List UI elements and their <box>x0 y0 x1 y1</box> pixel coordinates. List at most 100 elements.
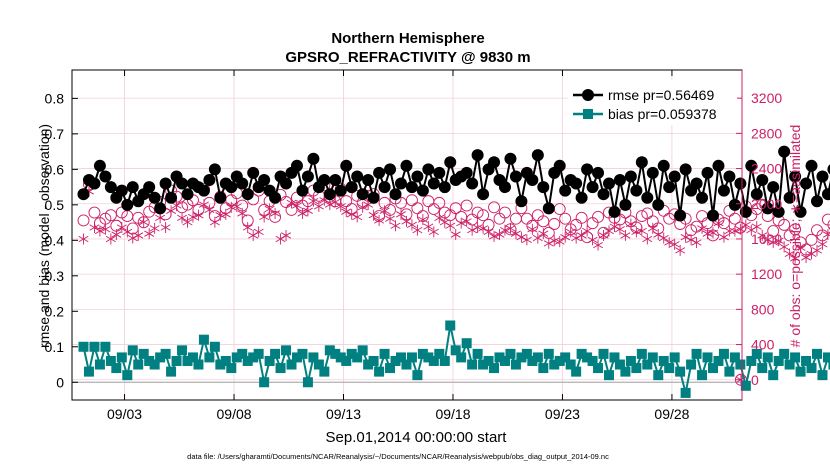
asterisk-stroke <box>461 218 472 225</box>
bias-marker <box>718 348 729 359</box>
rmse-marker <box>236 177 249 190</box>
assimilated-obs-marker <box>724 225 735 237</box>
bias-marker <box>549 359 560 370</box>
possible-obs-marker <box>449 202 462 215</box>
asterisk-stroke <box>636 227 647 235</box>
rmse-marker <box>290 159 303 172</box>
asterisk-stroke <box>740 221 751 229</box>
possible-obs-marker <box>104 209 117 222</box>
assimilated-obs-marker <box>352 211 363 223</box>
assimilated-obs-marker <box>729 225 740 237</box>
rmse-marker <box>723 170 736 183</box>
asterisk-stroke <box>434 214 445 221</box>
asterisk-stroke <box>281 232 292 239</box>
rmse-marker <box>619 198 632 211</box>
asterisk-stroke <box>521 236 532 243</box>
asterisk-stroke <box>603 227 614 235</box>
bias-marker <box>357 345 368 356</box>
assimilated-obs-marker <box>177 212 188 224</box>
bias-marker <box>417 348 428 359</box>
assimilated-obs-marker <box>806 248 817 260</box>
assimilated-obs-marker <box>603 225 614 237</box>
asterisk-stroke <box>779 243 790 251</box>
assimilated-obs-marker <box>406 219 417 231</box>
assimilated-obs-marker <box>467 224 478 236</box>
assimilated-obs-marker <box>735 223 746 235</box>
possible-obs-marker <box>553 203 566 215</box>
rmse-marker <box>296 184 309 197</box>
bias-marker <box>620 366 631 377</box>
rmse-marker <box>269 191 282 204</box>
assimilated-obs-marker <box>675 244 686 256</box>
rmse-marker <box>422 163 435 176</box>
asterisk-stroke <box>193 212 204 219</box>
bias-marker <box>510 359 521 370</box>
asterisk-stroke <box>385 215 396 222</box>
possible-obs-marker <box>77 214 90 227</box>
bias-marker <box>116 352 127 363</box>
assimilated-obs-marker <box>209 216 220 228</box>
rmse-marker <box>526 174 539 186</box>
bias-marker <box>784 359 795 370</box>
rmse-marker <box>115 184 128 197</box>
y-left-tick-label: 0.5 <box>45 197 65 213</box>
assimilated-obs-marker <box>543 237 554 249</box>
rmse-marker <box>99 170 112 183</box>
asterisk-stroke <box>527 226 538 233</box>
asterisk-stroke <box>423 223 434 230</box>
bias-marker <box>795 366 806 377</box>
rmse-marker <box>602 177 615 190</box>
assimilated-obs-marker <box>532 232 543 244</box>
bias-marker <box>160 348 171 359</box>
rmse-marker <box>258 174 271 186</box>
asterisk-stroke <box>489 233 500 240</box>
asterisk-stroke <box>549 237 560 244</box>
assimilated-obs-marker <box>390 220 401 232</box>
y-right-tick-label: 0 <box>751 372 759 388</box>
bias-marker <box>543 348 554 359</box>
rmse-marker <box>778 145 791 158</box>
bias-marker <box>144 355 155 366</box>
possible-obs-marker <box>395 196 407 209</box>
assimilated-obs-marker <box>812 244 822 256</box>
assimilated-obs-marker <box>412 224 423 236</box>
assimilated-obs-marker <box>231 200 242 212</box>
y-axis-left-label: rmse and bias (model - observation) <box>36 124 52 348</box>
rmse-marker <box>373 166 386 179</box>
rmse-marker <box>104 181 117 194</box>
possible-obs-marker <box>821 213 830 226</box>
rmse-marker <box>176 177 189 190</box>
asterisk-stroke <box>773 237 784 244</box>
bias-marker <box>187 352 198 363</box>
bias-marker <box>707 363 718 374</box>
bias-marker <box>275 363 286 374</box>
y-right-tick-label: 3200 <box>751 90 782 106</box>
rmse-marker <box>362 174 375 186</box>
bias-marker <box>385 363 396 374</box>
asterisk-stroke <box>144 230 155 237</box>
rmse-marker <box>657 159 670 172</box>
asterisk-stroke <box>538 230 549 237</box>
bias-marker <box>253 348 264 359</box>
rmse-marker <box>241 188 254 201</box>
rmse-marker <box>340 159 353 172</box>
x-tick-label: 09/08 <box>217 406 252 422</box>
asterisk-stroke <box>133 232 144 239</box>
bias-marker <box>379 348 390 359</box>
possible-obs-marker <box>471 206 484 219</box>
asterisk-stroke <box>450 231 461 238</box>
rmse-marker <box>537 181 550 194</box>
bias-marker <box>593 363 604 374</box>
bias-marker <box>83 366 94 377</box>
possible-obs-marker <box>405 194 418 207</box>
bias-marker <box>270 348 281 359</box>
possible-obs-marker <box>575 211 588 224</box>
rmse-marker <box>783 191 796 204</box>
asterisk-stroke <box>237 210 248 217</box>
asterisk-stroke <box>456 219 467 227</box>
rmse-marker <box>488 156 501 169</box>
rmse-marker <box>756 174 769 186</box>
rmse-marker <box>345 181 358 194</box>
assimilated-obs-marker <box>341 206 352 218</box>
rmse-marker <box>674 209 687 222</box>
